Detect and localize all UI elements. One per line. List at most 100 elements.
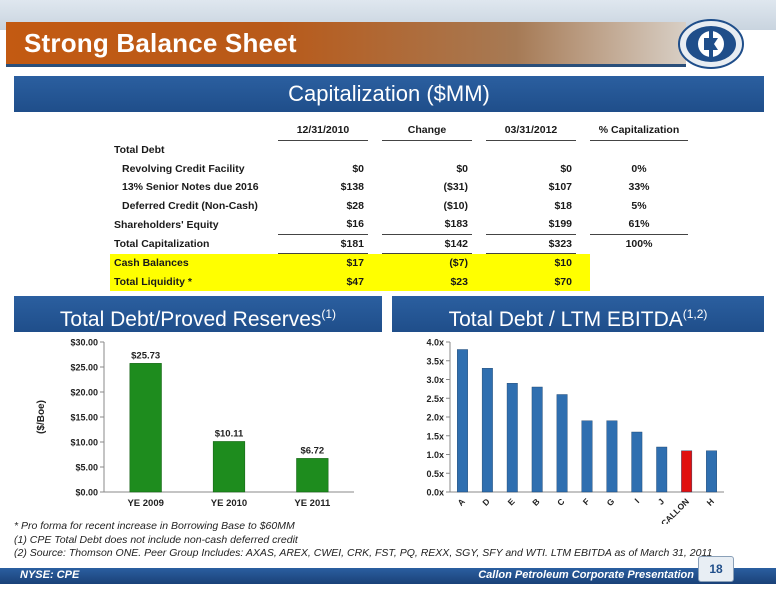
cell-value: $183 — [444, 218, 468, 231]
cell-value: $16 — [346, 218, 364, 231]
debt-reserves-chart: $0.00 $5.00 $10.00 $15.00 $20.00 $25.00 $30.00… — [36, 338, 354, 509]
table-row: Revolving Credit Facility $0 $0 $0 0% — [110, 160, 688, 179]
y-tick-label: $25.00 — [70, 363, 98, 373]
column-header: 12/31/2010 — [278, 120, 368, 141]
debt-reserves-header: Total Debt/Proved Reserves(1) — [14, 296, 382, 332]
cell-value: $142 — [382, 233, 472, 254]
cell-value: $70 — [486, 272, 576, 291]
table-row: Cash Balances $17 ($7) $10 — [110, 253, 688, 273]
cell-value: $17 — [278, 253, 368, 273]
cell-value: $323 — [486, 233, 576, 254]
x-tick-label: I — [632, 496, 641, 505]
x-tick-label: YE 2009 — [127, 498, 163, 509]
page-number: 18 — [698, 556, 734, 582]
footnote-2: (2) Source: Thomson ONE. Peer Group Incl… — [14, 547, 713, 559]
cell-value: 5% — [631, 199, 647, 212]
y-tick-label: 2.5x — [426, 394, 444, 404]
table-row: 13% Senior Notes due 2016 $138 ($31) $10… — [110, 178, 688, 197]
x-tick-label: YE 2011 — [294, 498, 331, 509]
row-label: Shareholders' Equity — [114, 218, 219, 231]
footnotes: * Pro forma for recent increase in Borro… — [14, 520, 712, 561]
data-label: $6.72 — [300, 445, 324, 456]
x-tick-label: B — [530, 496, 541, 507]
footnote-proforma: * Pro forma for recent increase in Borro… — [14, 520, 295, 532]
cell-value: 61% — [628, 218, 650, 231]
cell-value: 33% — [628, 181, 650, 194]
y-axis-label: ($/Boe) — [36, 400, 47, 434]
footer-bar: NYSE: CPE Callon Petroleum Corporate Pre… — [0, 568, 776, 584]
cell-value: ($31) — [443, 181, 468, 194]
row-label: 13% Senior Notes due 2016 — [122, 181, 259, 194]
bar — [212, 441, 246, 493]
y-tick-label: 0.5x — [426, 469, 444, 479]
x-tick-label: YE 2010 — [211, 498, 247, 509]
cell-value: $199 — [548, 218, 572, 231]
cell-value: $138 — [340, 181, 364, 194]
column-header: % Capitalization — [590, 120, 688, 141]
bar — [656, 446, 668, 493]
cell-value: 0% — [631, 162, 647, 175]
x-tick-label: A — [455, 496, 466, 507]
cell-value: $47 — [278, 272, 368, 291]
footnote-1: (1) CPE Total Debt does not include non-… — [14, 533, 298, 546]
cell-value: ($7) — [382, 253, 472, 273]
y-tick-label: 1.5x — [426, 431, 444, 441]
capitalization-header: Capitalization ($MM) — [14, 76, 764, 112]
x-tick-label: C — [555, 496, 566, 507]
x-tick-label: J — [656, 496, 667, 507]
bar — [506, 383, 518, 493]
row-label: Deferred Credit (Non-Cash) — [122, 199, 258, 212]
y-tick-label: 2.0x — [426, 413, 444, 423]
x-tick-label: H — [705, 496, 716, 507]
table-row: Deferred Credit (Non-Cash) $28 ($10) $18… — [110, 197, 688, 216]
bar — [481, 368, 493, 493]
y-tick-label: 3.0x — [426, 375, 444, 385]
column-header: 03/31/2012 — [486, 120, 576, 141]
cell-value: $0 — [352, 162, 364, 175]
column-header: Change — [382, 120, 472, 141]
bar — [631, 431, 643, 493]
data-label: $10.11 — [215, 428, 244, 439]
row-label: Total Capitalization — [114, 237, 210, 250]
y-tick-label: $10.00 — [70, 438, 98, 448]
slide-title: Strong Balance Sheet — [24, 28, 297, 58]
bar — [457, 349, 468, 493]
cell-value: $10 — [486, 253, 576, 273]
bar — [129, 363, 162, 493]
bar — [681, 450, 693, 493]
cell-value: $0 — [560, 162, 572, 175]
debt-reserves-title: Total Debt/Proved Reserves — [59, 308, 322, 331]
cell-value: $18 — [554, 199, 572, 212]
row-label: Total Debt — [114, 144, 165, 156]
cell-value: $0 — [456, 162, 468, 175]
y-tick-label: 1.0x — [426, 450, 444, 460]
capitalization-table: 12/31/2010 Change 03/31/2012 % Capitaliz… — [110, 120, 688, 291]
x-tick-label: F — [581, 496, 592, 507]
bar — [531, 386, 543, 493]
debt-reserves-footnote-ref: (1) — [321, 307, 337, 321]
bar — [706, 450, 717, 493]
row-label: Revolving Credit Facility — [122, 162, 245, 175]
presentation-name: Callon Petroleum Corporate Presentation — [478, 569, 694, 581]
bar — [606, 420, 618, 493]
row-label: Total Liquidity * — [110, 272, 278, 291]
x-tick-label: G — [605, 496, 617, 508]
y-tick-label: $0.00 — [75, 488, 98, 498]
bar — [581, 420, 593, 493]
y-tick-label: $20.00 — [70, 388, 98, 398]
bar — [556, 394, 568, 493]
y-tick-label: 4.0x — [426, 338, 444, 348]
cell-value: $23 — [382, 272, 472, 291]
table-row: Shareholders' Equity $16 $183 $199 61% — [110, 215, 688, 234]
debt-ebitda-title: Total Debt / LTM EBITDA — [448, 308, 683, 331]
y-tick-label: $5.00 — [75, 463, 98, 473]
bar — [296, 458, 329, 493]
callon-logo — [678, 19, 744, 69]
table-row: Total Debt — [110, 141, 688, 160]
row-label: Cash Balances — [110, 253, 278, 273]
y-tick-label: 3.5x — [426, 356, 444, 366]
table-row: Total Liquidity * $47 $23 $70 — [110, 272, 688, 291]
table-header-row: 12/31/2010 Change 03/31/2012 % Capitaliz… — [110, 120, 688, 141]
y-tick-label: $15.00 — [70, 413, 98, 423]
debt-ebitda-chart: 0.0x 0.5x 1.0x 1.5x 2.0x 2.5x 3.0x 3.5x 4.0x A D E B… — [426, 338, 724, 524]
